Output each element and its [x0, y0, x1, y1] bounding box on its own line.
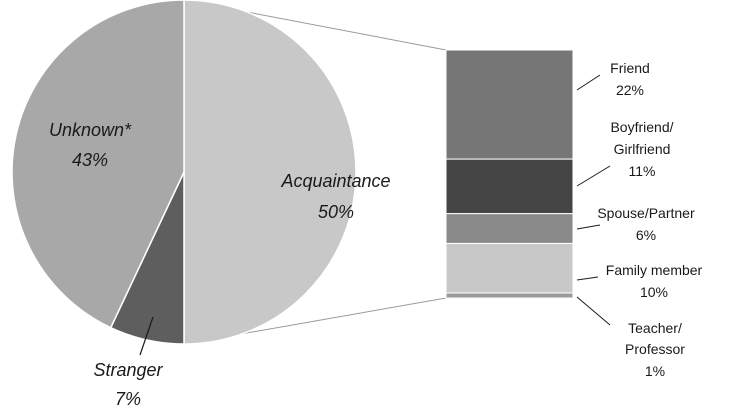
pie-value-stranger: 7% [115, 389, 141, 408]
leader-line-family-member [576, 276, 599, 281]
leader-line-boyfriend-girlfriend [576, 165, 611, 187]
pie-label-unknown: Unknown* [49, 120, 132, 140]
stacked-bar [445, 49, 574, 299]
pie-value-unknown: 43% [72, 150, 108, 170]
bar-label-boyfriend-girlfriend-2: Girlfriend [614, 141, 671, 157]
bar-label-teacher-professor-1: Teacher/ [628, 320, 682, 336]
bar-value-teacher-professor: 1% [645, 363, 665, 379]
leader-line-stranger [139, 316, 154, 356]
leader-line-friend [576, 74, 601, 91]
leader-line-spouse-partner [576, 224, 601, 230]
bar-value-boyfriend-girlfriend: 11% [629, 163, 656, 179]
bar-label-boyfriend-girlfriend-1: Boyfriend/ [610, 119, 673, 135]
bar-labels: Friend 22% Boyfriend/Girlfriend 11% Spouse/P… [576, 60, 703, 379]
bar-label-teacher-professor-2: Professor [625, 341, 685, 357]
bar-segment-teacher-professor [445, 292, 574, 299]
pie [11, 0, 357, 345]
bar-value-spouse-partner: 6% [636, 227, 656, 243]
bar-segment-boyfriend-girlfriend [445, 158, 574, 215]
leader-line-teacher-professor [576, 296, 611, 326]
bar-value-friend: 22% [616, 82, 644, 98]
bar-segment-family-member [445, 242, 574, 294]
pie-value-acquaintance: 50% [318, 202, 354, 222]
bar-label-spouse-partner: Spouse/Partner [597, 205, 695, 221]
bar-value-family-member: 10% [640, 284, 668, 300]
pie-slice-acquaintance [183, 0, 357, 345]
bar-label-friend: Friend [610, 60, 650, 76]
bar-segment-spouse-partner [445, 213, 574, 244]
pie-labels: Acquaintance 50% Stranger 7% Unknown* 43% [49, 120, 391, 408]
pie-label-stranger: Stranger [93, 360, 163, 380]
pie-label-acquaintance: Acquaintance [280, 171, 390, 191]
pie-slice-unknown [11, 0, 185, 329]
bar-segment-friend [445, 49, 574, 160]
bar-label-family-member: Family member [606, 262, 703, 278]
